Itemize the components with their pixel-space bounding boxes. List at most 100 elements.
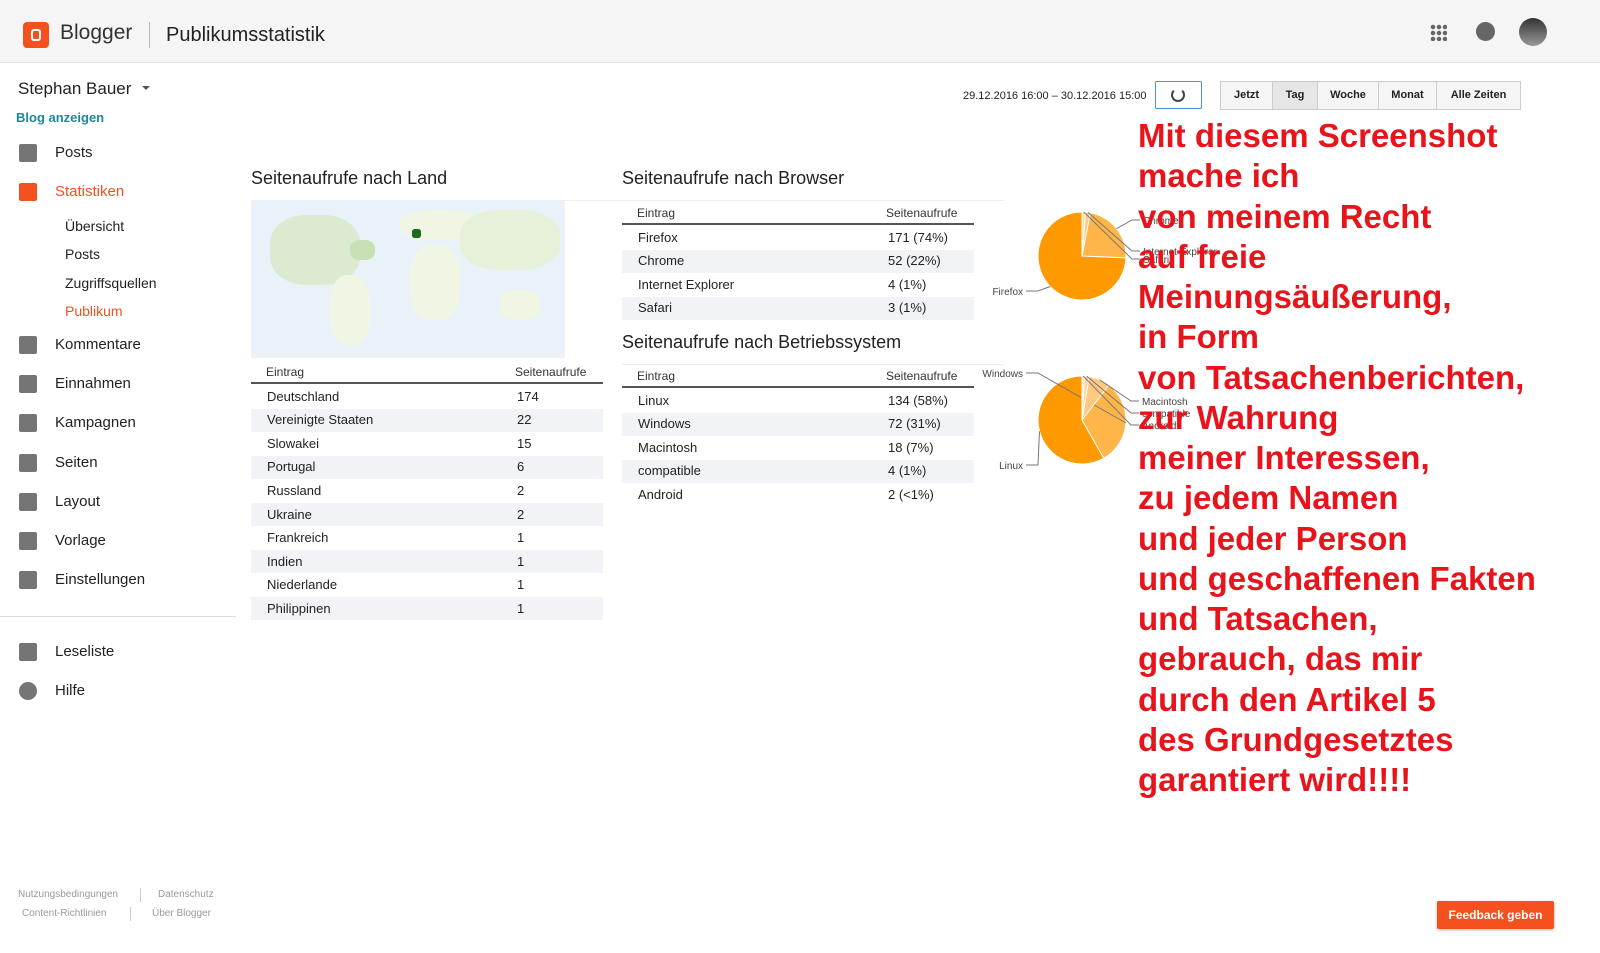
row-value: 2 [517, 506, 525, 522]
row-value: 52 (22%) [888, 253, 941, 269]
range-button[interactable]: Tag [1272, 81, 1318, 110]
section-title: Seitenaufrufe nach Browser [622, 168, 845, 188]
range-button[interactable]: Monat [1378, 81, 1437, 110]
footer-link[interactable]: Content-Richtlinien [22, 908, 107, 919]
column-header: Seitenaufrufe [886, 206, 958, 220]
pie-label: Windows [982, 369, 1023, 380]
nav-item[interactable]: Seiten [55, 454, 98, 471]
annotation-line: des Grundgesetztes [1138, 720, 1454, 758]
sub-nav-item[interactable]: Publikum [65, 303, 123, 319]
nav-item[interactable]: Layout [55, 493, 101, 510]
nav-icon[interactable] [19, 643, 37, 661]
footer-link[interactable]: Nutzungsbedingungen [18, 889, 119, 900]
annotation-line: durch den Artikel 5 [1138, 680, 1436, 718]
user-name[interactable]: Stephan Bauer [18, 79, 132, 98]
nav-icon[interactable] [19, 183, 37, 201]
leader-line [1026, 285, 1051, 292]
sub-nav-item[interactable]: Zugriffsquellen [65, 275, 157, 291]
annotation-line: und geschaffenen Fakten [1138, 559, 1536, 597]
nav-item[interactable]: Kampagnen [55, 414, 136, 431]
range-button[interactable]: Woche [1317, 81, 1379, 110]
nav-icon[interactable] [19, 454, 37, 472]
row-label: Ukraine [267, 506, 312, 522]
nav-item[interactable]: Statistiken [55, 183, 125, 200]
page-title: Publikumsstatistik [166, 24, 325, 46]
pie-label: Android [1142, 421, 1176, 432]
row-label: Windows [638, 416, 691, 432]
annotation-line: zu jedem Namen [1138, 479, 1399, 517]
row-value: 134 (58%) [888, 392, 948, 408]
nav-icon[interactable] [19, 682, 37, 700]
pie-slice [1081, 212, 1127, 259]
pie-label: Chrome [1143, 216, 1179, 227]
nav-item[interactable]: Einstellungen [55, 571, 146, 588]
row-value: 4 (1%) [888, 276, 927, 292]
nav-item[interactable]: Einnahmen [55, 375, 131, 392]
feedback-button[interactable]: Feedback geben [1437, 901, 1554, 929]
row-value: 171 (74%) [888, 229, 948, 245]
map-land [410, 245, 460, 320]
avatar[interactable] [1519, 18, 1547, 46]
footer-link[interactable]: Datenschutz [158, 889, 214, 900]
nav-icon[interactable] [19, 144, 37, 162]
nav-icon[interactable] [19, 336, 37, 354]
nav-item[interactable]: Vorlage [55, 532, 106, 549]
column-header: Eintrag [637, 369, 676, 383]
map-land [500, 290, 540, 320]
nav-item[interactable]: Leseliste [55, 643, 115, 660]
blogger-logo[interactable] [23, 22, 49, 48]
title-rule [622, 200, 1004, 201]
range-button[interactable]: Jetzt [1220, 81, 1273, 110]
nav-item[interactable]: Kommentare [55, 336, 141, 353]
header-rule [622, 386, 974, 388]
row-label: Niederlande [267, 577, 338, 593]
table-row [622, 249, 974, 273]
header-rule [251, 382, 603, 384]
pie-label: Internet Explorer [1143, 247, 1218, 258]
map-highlight [412, 229, 421, 238]
apps-icon[interactable] [1430, 24, 1447, 41]
pie-label: Safari [1143, 255, 1169, 266]
row-value: 2 (<1%) [888, 486, 934, 502]
row-value: 174 [517, 388, 539, 404]
annotation-line: und jeder Person [1138, 519, 1408, 557]
row-value: 3 (1%) [888, 300, 927, 316]
dropdown-arrow[interactable] [142, 86, 150, 94]
annotation-line: in Form [1138, 318, 1259, 356]
range-button[interactable]: Alle Zeiten [1436, 81, 1521, 110]
nav-icon[interactable] [19, 375, 37, 393]
row-value: 2 [517, 482, 525, 498]
view-blog-link[interactable]: Blog anzeigen [16, 110, 105, 125]
sidebar-divider [0, 616, 236, 617]
map-land [350, 240, 375, 260]
annotation-line: mache ich [1138, 157, 1300, 195]
row-value: 1 [517, 553, 525, 569]
leader-line [1086, 375, 1139, 414]
table-row [251, 455, 603, 479]
nav-icon[interactable] [19, 532, 37, 550]
leader-line [1116, 219, 1140, 230]
table-row [622, 296, 974, 320]
footer-link[interactable]: Über Blogger [152, 908, 211, 919]
notifications-icon[interactable] [1476, 22, 1495, 41]
sub-nav-item[interactable]: Posts [65, 246, 101, 262]
table-row [251, 550, 603, 574]
row-value: 1 [517, 530, 525, 546]
nav-icon[interactable] [19, 414, 37, 432]
table-row [251, 597, 603, 621]
row-label: Portugal [267, 459, 316, 475]
brand[interactable]: Blogger [60, 21, 133, 44]
title-rule [251, 200, 633, 201]
table-row [251, 385, 603, 408]
nav-icon[interactable] [19, 571, 37, 589]
annotation-line: gebrauch, das mir [1138, 640, 1423, 678]
top-bar: Blogger Publikumsstatistik [0, 0, 1600, 63]
nav-item[interactable]: Posts [55, 144, 93, 161]
map-land [460, 210, 560, 270]
nav-item[interactable]: Hilfe [55, 682, 86, 699]
nav-icon[interactable] [19, 493, 37, 511]
sub-nav-item[interactable]: Übersicht [65, 218, 125, 234]
map-land [270, 215, 360, 285]
row-value: 6 [517, 459, 525, 475]
